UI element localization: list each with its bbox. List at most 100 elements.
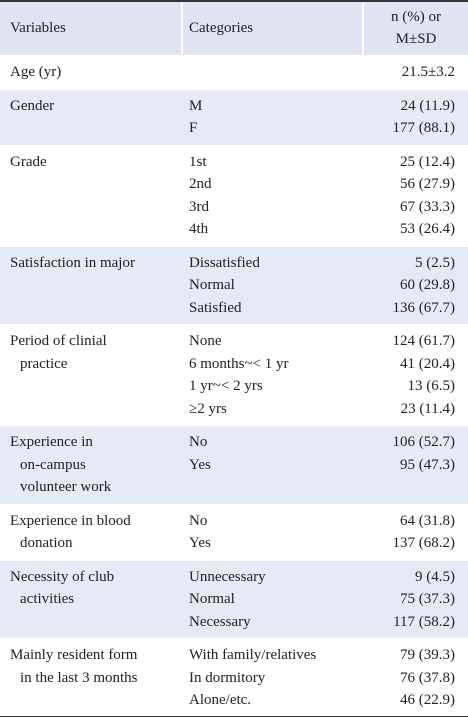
- value-text: 137 (68.2): [392, 535, 456, 551]
- table-row: Age (yr) 21.5±3.2: [0, 55, 468, 89]
- value-text: 106 (52.7): [392, 434, 456, 450]
- variable-text: Gender: [10, 97, 55, 114]
- variable-text: Experience in: [10, 434, 93, 450]
- category-text: 3rd: [189, 198, 209, 215]
- table-row: Necessity of club activities Unnecessary No…: [0, 559, 468, 638]
- variable-cell: Gender: [10, 95, 54, 118]
- variable-text: Satisfaction in major: [10, 254, 135, 271]
- value-cell: 24 (11.9) 177 (88.1): [393, 95, 456, 140]
- category-text: M: [189, 97, 203, 114]
- category-text: With family/relatives: [189, 647, 317, 663]
- category-text: Yes: [189, 456, 211, 473]
- category-text: 2nd: [189, 176, 212, 192]
- variable-text: in the last 3 months: [20, 669, 138, 686]
- value-text: 24 (11.9): [400, 97, 455, 114]
- value-text: 5 (2.5): [415, 254, 455, 271]
- value-text: 56 (27.9): [400, 176, 455, 192]
- variable-text: donation: [20, 535, 73, 551]
- separator: [362, 2, 364, 55]
- variable-cell: Period of clinial practice: [10, 330, 107, 375]
- value-text: 124 (61.7): [392, 333, 456, 349]
- variable-text: Necessity of club: [10, 568, 115, 585]
- category-cell: Unnecessary Normal Necessary: [189, 566, 266, 634]
- variable-text: Grade: [10, 153, 47, 170]
- variable-text: Period of clinial: [10, 333, 107, 349]
- variable-text: Mainly resident form: [10, 647, 138, 663]
- category-text: F: [189, 120, 198, 136]
- value-text: 9 (4.5): [415, 568, 455, 585]
- variable-cell: Satisfaction in major: [10, 252, 135, 275]
- separator: [181, 2, 183, 55]
- variable-text: Experience in blood: [10, 512, 131, 529]
- value-text: 53 (26.4): [400, 221, 455, 237]
- table-row: Gender M F 24 (11.9) 177 (88.1): [0, 88, 468, 145]
- value-cell: 106 (52.7) 95 (47.3): [393, 431, 456, 476]
- table-row: Grade 1st 2nd 3rd 4th 25 (12.4) 56 (27.9) 67 (3…: [0, 144, 468, 246]
- value-text: 13 (6.5): [407, 378, 456, 394]
- value-text: 21.5±3.2: [401, 64, 455, 80]
- variable-text: on-campus: [20, 456, 86, 473]
- header-cell: n (%) or M±SD: [364, 6, 468, 50]
- value-text: 75 (37.3): [400, 591, 455, 607]
- category-text: Normal: [189, 591, 235, 607]
- value-text: 41 (20.4): [400, 355, 455, 372]
- category-cell: None 6 months~< 1 yr 1 yr~< 2 yrs ≥2 yrs: [189, 330, 289, 420]
- value-cell: 5 (2.5) 60 (29.8) 136 (67.7): [393, 252, 456, 320]
- variable-text: Age (yr): [10, 64, 62, 80]
- category-text: In dormitory: [189, 669, 266, 686]
- header-cell: Categories: [189, 20, 254, 36]
- header-cell: Variables: [10, 20, 66, 36]
- variable-cell: Grade: [10, 151, 47, 174]
- header-line: M±SD: [395, 31, 437, 47]
- category-text: No: [189, 434, 208, 450]
- value-cell: 124 (61.7) 41 (20.4) 13 (6.5) 23 (11.4): [393, 330, 456, 420]
- variable-text: volunteer work: [20, 479, 112, 495]
- category-text: 4th: [189, 221, 209, 237]
- value-cell: 25 (12.4) 56 (27.9) 67 (33.3) 53 (26.4): [400, 151, 455, 241]
- value-text: 177 (88.1): [392, 120, 456, 136]
- value-cell: 64 (31.8) 137 (68.2): [393, 510, 456, 555]
- value-text: 60 (29.8): [400, 277, 455, 293]
- category-text: 1 yr~< 2 yrs: [189, 378, 263, 394]
- category-text: Satisfied: [189, 299, 242, 316]
- table-row: Period of clinial practice None 6 months~< …: [0, 324, 468, 425]
- table-row: Mainly resident form in the last 3 months…: [0, 638, 468, 717]
- value-text: 95 (47.3): [400, 456, 455, 473]
- variable-text: practice: [20, 355, 68, 372]
- category-text: Yes: [189, 535, 211, 551]
- category-text: None: [189, 333, 222, 349]
- category-text: 1st: [189, 153, 207, 170]
- value-text: 79 (39.3): [400, 647, 455, 663]
- variable-text: activities: [20, 591, 75, 607]
- category-text: ≥2 yrs: [189, 400, 227, 417]
- category-cell: Dissatisfied Normal Satisfied: [189, 252, 260, 320]
- variable-cell: Necessity of club activities: [10, 566, 114, 611]
- value-text: 23 (11.4): [400, 400, 455, 417]
- value-text: 25 (12.4): [400, 153, 455, 170]
- category-cell: 1st 2nd 3rd 4th: [189, 151, 212, 241]
- category-cell: No Yes: [189, 431, 211, 476]
- category-text: Alone/etc.: [189, 692, 252, 708]
- value-cell: 79 (39.3) 76 (37.8) 46 (22.9): [400, 644, 455, 712]
- variable-cell: Age (yr): [10, 61, 61, 84]
- value-text: 76 (37.8): [400, 669, 455, 686]
- category-text: 6 months~< 1 yr: [189, 355, 289, 372]
- table-row: Experience in blood donation No Yes 64 (31.8…: [0, 503, 468, 560]
- variable-cell: Experience in on-campus volunteer work: [10, 431, 111, 499]
- value-text: 67 (33.3): [400, 198, 455, 215]
- category-cell: No Yes: [189, 510, 211, 555]
- header-row: Variables Categories n (%) or M±SD: [0, 2, 468, 56]
- variable-cell: Experience in blood donation: [10, 510, 131, 555]
- table-row: Experience in on-campus volunteer work No Ye…: [0, 425, 468, 504]
- variable-cell: Mainly resident form in the last 3 months: [10, 644, 138, 689]
- header-line: n (%) or: [391, 9, 441, 25]
- table-row: Satisfaction in major Dissatisfied Normal S…: [0, 245, 468, 324]
- value-text: 117 (58.2): [393, 613, 455, 630]
- category-text: No: [189, 512, 208, 529]
- category-text: Unnecessary: [189, 568, 266, 585]
- value-cell: 9 (4.5) 75 (37.3) 117 (58.2): [393, 566, 455, 634]
- value-cell: 21.5±3.2: [402, 61, 455, 84]
- value-text: 136 (67.7): [392, 299, 456, 316]
